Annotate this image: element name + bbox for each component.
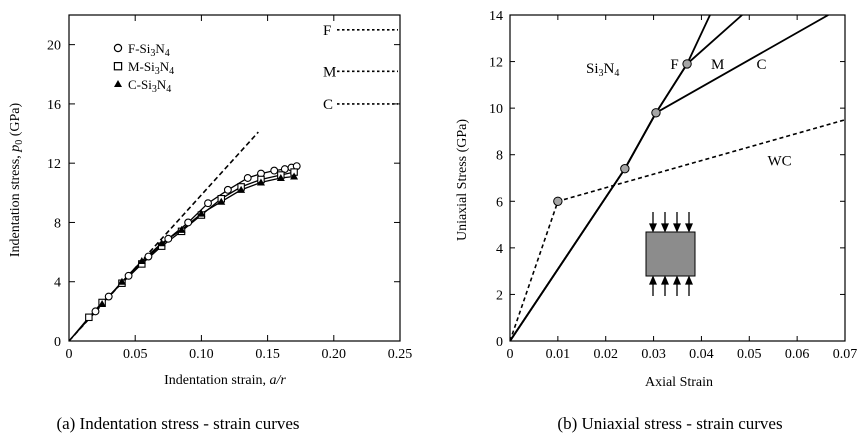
material-label-si3n4: Si3N4 [586, 61, 619, 79]
y-tick-label-b: 2 [496, 288, 503, 303]
x-tick-label-b: 0.04 [689, 347, 714, 362]
arrows-bottom-icon [649, 275, 693, 296]
series-curve-M-Si3N4 [68, 171, 295, 342]
y-tick-label-b: 12 [489, 56, 503, 71]
point-C-Si3N4 [290, 172, 299, 180]
series-label-M: M [711, 57, 724, 73]
series-curve-C-Si3N4 [68, 175, 295, 342]
x-tick-label-b: 0.06 [785, 347, 810, 362]
yield-point [651, 108, 661, 118]
x-tick-label-b: 0.07 [833, 347, 858, 362]
y-tick-label-a: 4 [54, 276, 61, 291]
point-C-Si3N4 [157, 239, 166, 247]
legend-marker-f [113, 43, 123, 53]
yield-point [553, 196, 563, 206]
x-tick-label-a: 0.15 [255, 347, 280, 362]
point-F-Si3N4 [223, 185, 232, 194]
y-tick-label-b: 8 [496, 149, 503, 164]
x-tick-label-a: 0.10 [189, 347, 214, 362]
plot-frame-b [509, 14, 846, 342]
point-F-Si3N4 [124, 271, 133, 280]
arrows-top-icon [649, 212, 693, 233]
x-tick-label-b: 0 [507, 347, 514, 362]
x-tick-label-a: 0.25 [388, 347, 413, 362]
y-axis-label-a: Indentation stress, p0 (GPa) [8, 103, 25, 258]
yield-point [620, 163, 630, 174]
point-C-Si3N4 [137, 256, 146, 264]
series-label-F: F [670, 57, 678, 73]
x-tick-label-a: 0 [66, 347, 73, 362]
plot-area-b: 0 0.01 0.02 0.03 0.04 0.05 0.06 0.07 0 2 4 6 8 10 12 14… [489, 9, 857, 362]
point-F-Si3N4 [184, 218, 193, 227]
point-M-Si3N4 [85, 313, 93, 322]
x-tick-label-a: 0.20 [322, 347, 347, 362]
elastic-line [68, 131, 259, 342]
y-tick-label-a: 12 [47, 157, 61, 172]
y-tick-label-b: 10 [489, 102, 503, 117]
y-tick-label-b: 14 [489, 9, 503, 24]
x-tick-label-b: 0.01 [546, 347, 571, 362]
point-F-Si3N4 [144, 252, 153, 261]
point-F-Si3N4 [204, 199, 212, 208]
point-F-Si3N4 [104, 292, 113, 301]
yield-point [682, 59, 692, 69]
point-C-Si3N4 [177, 225, 186, 233]
point-F-Si3N4 [270, 166, 279, 175]
y-tick-label-b: 4 [496, 242, 503, 257]
x-tick-label-b: 0.03 [641, 347, 666, 362]
y-tick-label-a: 20 [47, 39, 61, 54]
panel-a: 0 0.05 0.10 0.15 0.20 0.25 0 4 8 12 16 20 F M C Indent… [8, 14, 413, 433]
point-F-Si3N4 [243, 174, 252, 182]
legend-label-c: C-Si3N4 [128, 77, 171, 95]
point-C-Si3N4 [237, 185, 246, 193]
y-tick-label-a: 0 [54, 335, 61, 350]
x-tick-label-a: 0.05 [123, 347, 148, 362]
y-tick-label-b: 6 [496, 195, 503, 210]
legend-marker-c [114, 80, 122, 87]
point-C-Si3N4 [117, 277, 126, 285]
marker-label-M: M [323, 64, 336, 80]
compression-specimen-inset [645, 212, 696, 296]
series-curve-F-Si3N4 [68, 165, 297, 342]
legend-marker-m [113, 61, 123, 71]
series-line-C [510, 15, 829, 341]
specimen-block [645, 231, 696, 277]
legend-label-m: M-Si3N4 [128, 59, 174, 77]
y-tick-label-b: 0 [496, 335, 503, 350]
x-axis-label-b: Axial Strain [645, 375, 713, 390]
y-tick-label-a: 16 [47, 98, 61, 113]
plot-area-a: 0 0.05 0.10 0.15 0.20 0.25 0 4 8 12 16 20 F M C [47, 14, 413, 362]
point-C-Si3N4 [217, 197, 226, 205]
legend-a: F-Si3N4 M-Si3N4 C-Si3N4 [113, 41, 174, 95]
y-tick-label-a: 8 [54, 216, 61, 231]
marker-label-C: C [323, 97, 333, 113]
caption-a: (a) Indentation stress - strain curves [56, 414, 299, 433]
series-label-C: C [756, 57, 766, 73]
point-C-Si3N4 [276, 174, 285, 181]
plot-frame-a [68, 14, 401, 342]
series-line-M [510, 15, 743, 341]
marker-label-F: F [323, 23, 331, 39]
point-C-Si3N4 [256, 178, 265, 186]
y-axis-label-b: Uniaxial Stress (GPa) [455, 119, 470, 241]
caption-b: (b) Uniaxial stress - strain curves [557, 414, 782, 433]
panel-b: 0 0.01 0.02 0.03 0.04 0.05 0.06 0.07 0 2 4 6 8 10 12 14… [455, 9, 857, 433]
point-F-Si3N4 [91, 307, 100, 316]
series-label-WC: WC [767, 154, 791, 170]
x-tick-label-b: 0.05 [737, 347, 762, 362]
legend-label-f: F-Si3N4 [128, 41, 170, 59]
x-tick-label-b: 0.02 [593, 347, 618, 362]
point-C-Si3N4 [197, 209, 206, 217]
point-C-Si3N4 [98, 299, 107, 307]
point-F-Si3N4 [164, 234, 173, 243]
x-axis-label-a: Indentation strain, a/r [164, 373, 286, 388]
